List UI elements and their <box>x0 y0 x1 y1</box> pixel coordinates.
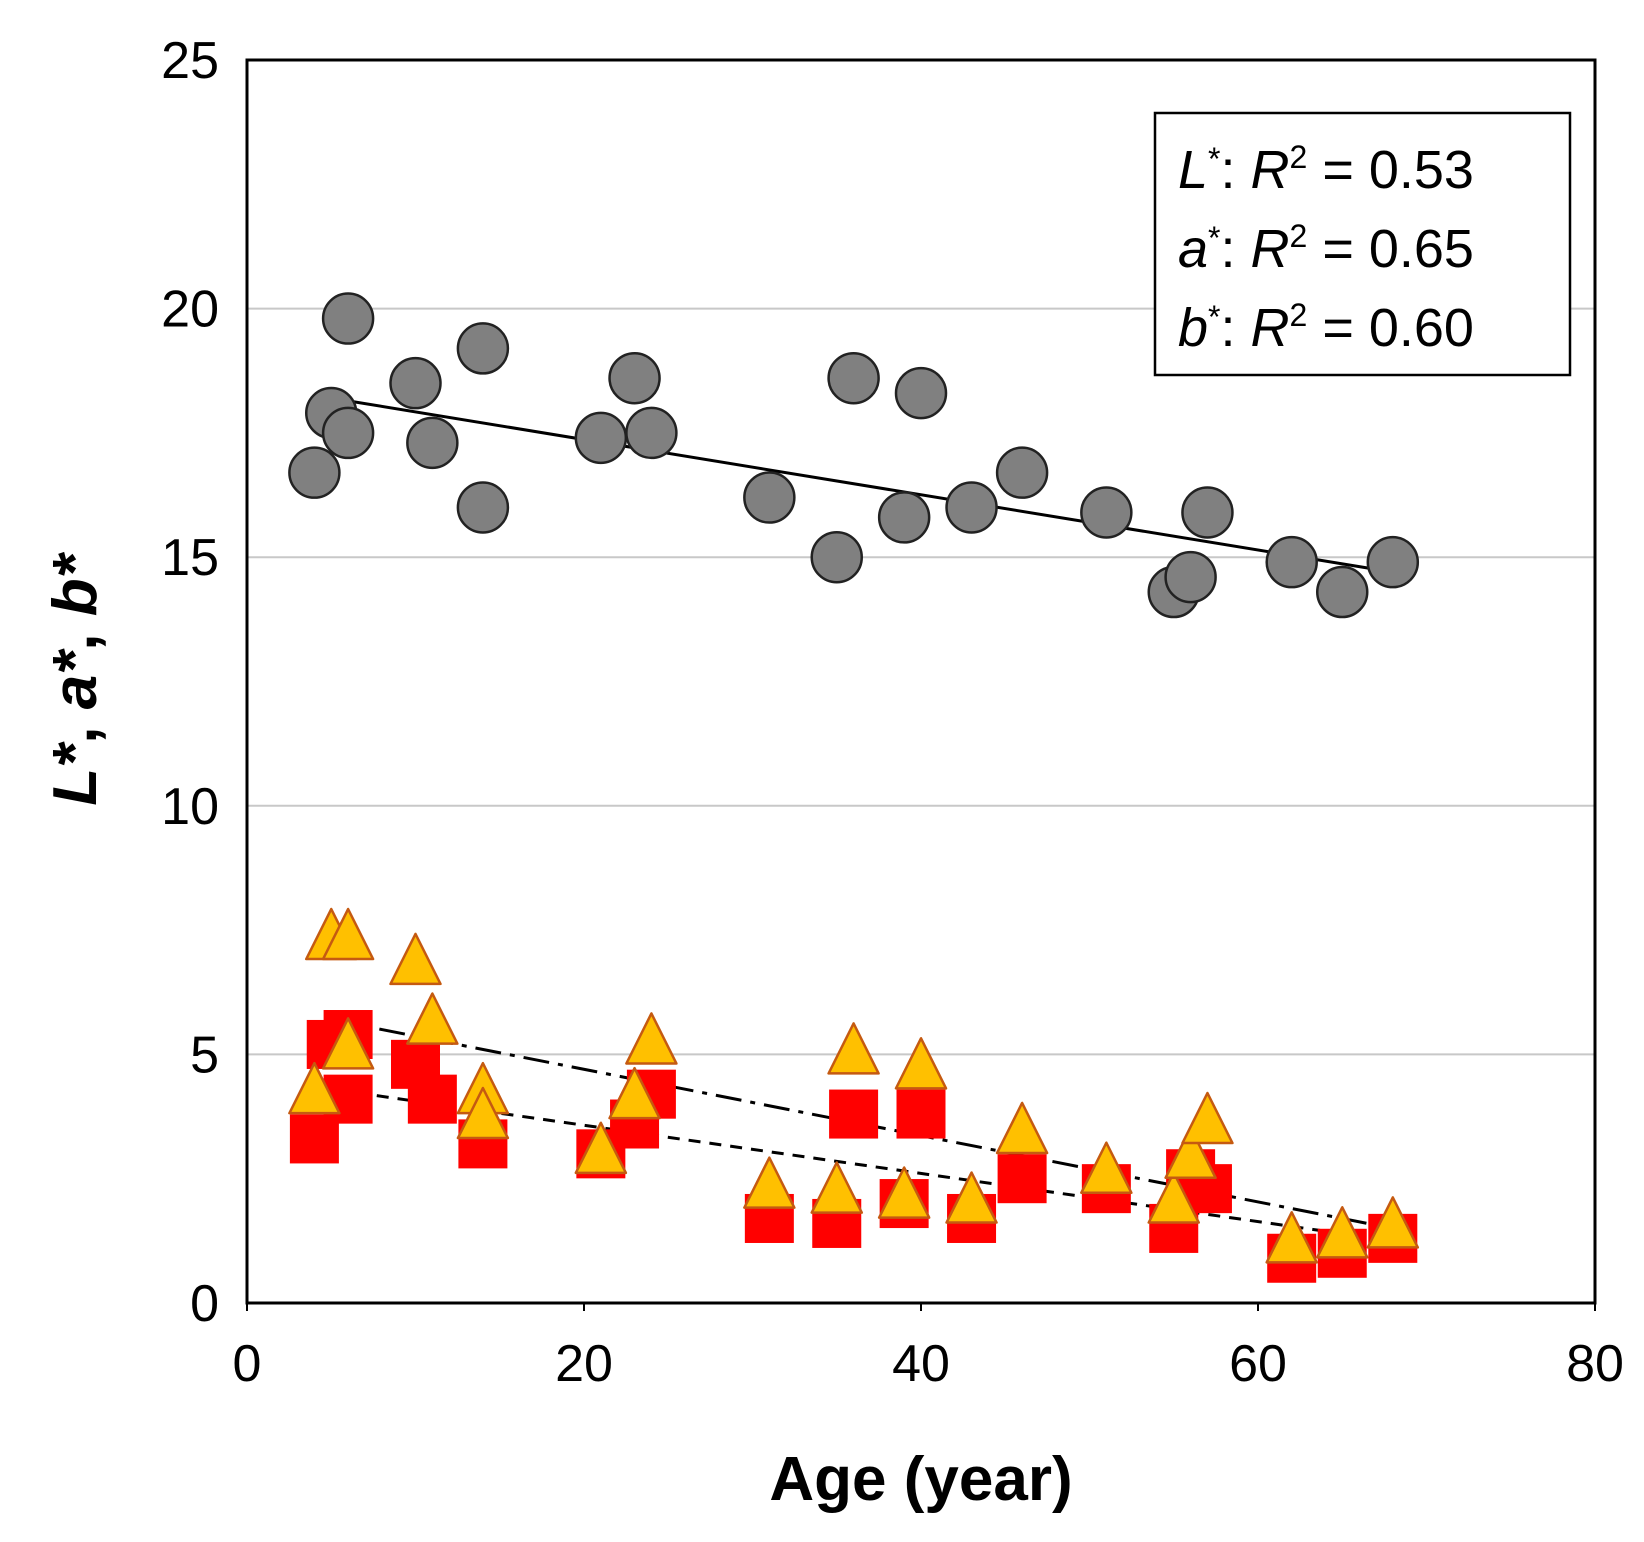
point-b <box>827 1022 880 1075</box>
point-b <box>945 1171 998 1224</box>
x-axis-title: Age (year) <box>769 1445 1072 1514</box>
point-b <box>406 992 459 1045</box>
y-tick-label: 10 <box>161 778 219 836</box>
point-L <box>625 406 678 460</box>
point-b <box>1366 1196 1420 1249</box>
point-L <box>1316 565 1369 619</box>
x-tick-label: 20 <box>555 1335 613 1393</box>
point-a <box>829 1089 879 1139</box>
point-b <box>995 1101 1049 1155</box>
point-b <box>810 1161 863 1214</box>
point-L <box>1265 535 1318 589</box>
y-tick-label: 0 <box>190 1275 219 1333</box>
point-b <box>389 932 442 986</box>
point-b <box>1316 1206 1369 1259</box>
point-b <box>1265 1211 1318 1264</box>
point-a <box>997 1154 1047 1204</box>
x-axis-ticks: 0 20 40 60 80 <box>233 1303 1624 1393</box>
y-axis-title: L*, a*, b* <box>41 551 110 805</box>
point-b <box>321 907 375 961</box>
y-tick-label: 25 <box>161 32 219 90</box>
point-L <box>321 292 375 345</box>
point-L <box>945 481 998 534</box>
point-L <box>389 356 442 410</box>
point-L <box>1366 535 1420 589</box>
series-L <box>288 292 1420 619</box>
y-tick-label: 15 <box>161 529 219 587</box>
point-b <box>1080 1141 1133 1194</box>
x-tick-label: 80 <box>1566 1335 1624 1393</box>
point-b <box>321 1017 375 1070</box>
y-axis-ticks: 0 5 10 15 20 25 <box>161 32 219 1333</box>
point-L <box>288 446 341 499</box>
y-tick-label: 20 <box>161 281 219 339</box>
point-L <box>1080 486 1133 539</box>
point-a <box>896 1089 946 1139</box>
x-tick-label: 60 <box>1229 1335 1287 1393</box>
y-tick-label: 5 <box>190 1026 219 1084</box>
point-b <box>1164 1126 1217 1180</box>
point-L <box>827 351 880 405</box>
point-L <box>995 446 1049 499</box>
x-tick-label: 40 <box>892 1335 950 1393</box>
legend: L*: R2 = 0.53 a*: R2 = 0.65 b*: R2 = 0.6… <box>1153 111 1572 377</box>
point-L <box>810 530 863 584</box>
point-L <box>894 366 948 420</box>
legend-entry-b: b*: R2 = 0.60 <box>1178 297 1474 358</box>
point-L <box>743 471 796 524</box>
gridlines <box>247 307 1595 1056</box>
point-b <box>1147 1171 1200 1224</box>
point-b <box>877 1166 931 1219</box>
point-b <box>743 1156 796 1209</box>
series-b <box>288 907 1420 1264</box>
legend-entry-l: L*: R2 = 0.53 <box>1178 139 1474 200</box>
data-points <box>288 292 1420 1283</box>
trend-line-L <box>331 396 1394 574</box>
point-b <box>608 1066 661 1120</box>
point-b <box>1181 1091 1234 1145</box>
point-b <box>894 1037 948 1090</box>
point-L <box>456 481 510 534</box>
legend-entry-a: a*: R2 = 0.65 <box>1178 218 1474 279</box>
point-L <box>406 416 459 470</box>
plot-frame <box>245 58 1597 1305</box>
point-L <box>456 322 510 375</box>
x-tick-label: 0 <box>233 1335 262 1393</box>
trend-line-a <box>314 1085 1394 1243</box>
point-b <box>574 1121 628 1175</box>
point-a <box>407 1074 457 1124</box>
point-b <box>625 1012 678 1065</box>
point-L <box>574 411 628 465</box>
point-L <box>1164 550 1217 604</box>
point-b <box>288 1061 341 1115</box>
point-L <box>608 351 661 405</box>
point-b <box>456 1086 510 1140</box>
legend-box <box>1153 111 1572 377</box>
point-L <box>877 491 931 544</box>
point-L <box>1181 486 1234 539</box>
point-L <box>321 406 375 460</box>
